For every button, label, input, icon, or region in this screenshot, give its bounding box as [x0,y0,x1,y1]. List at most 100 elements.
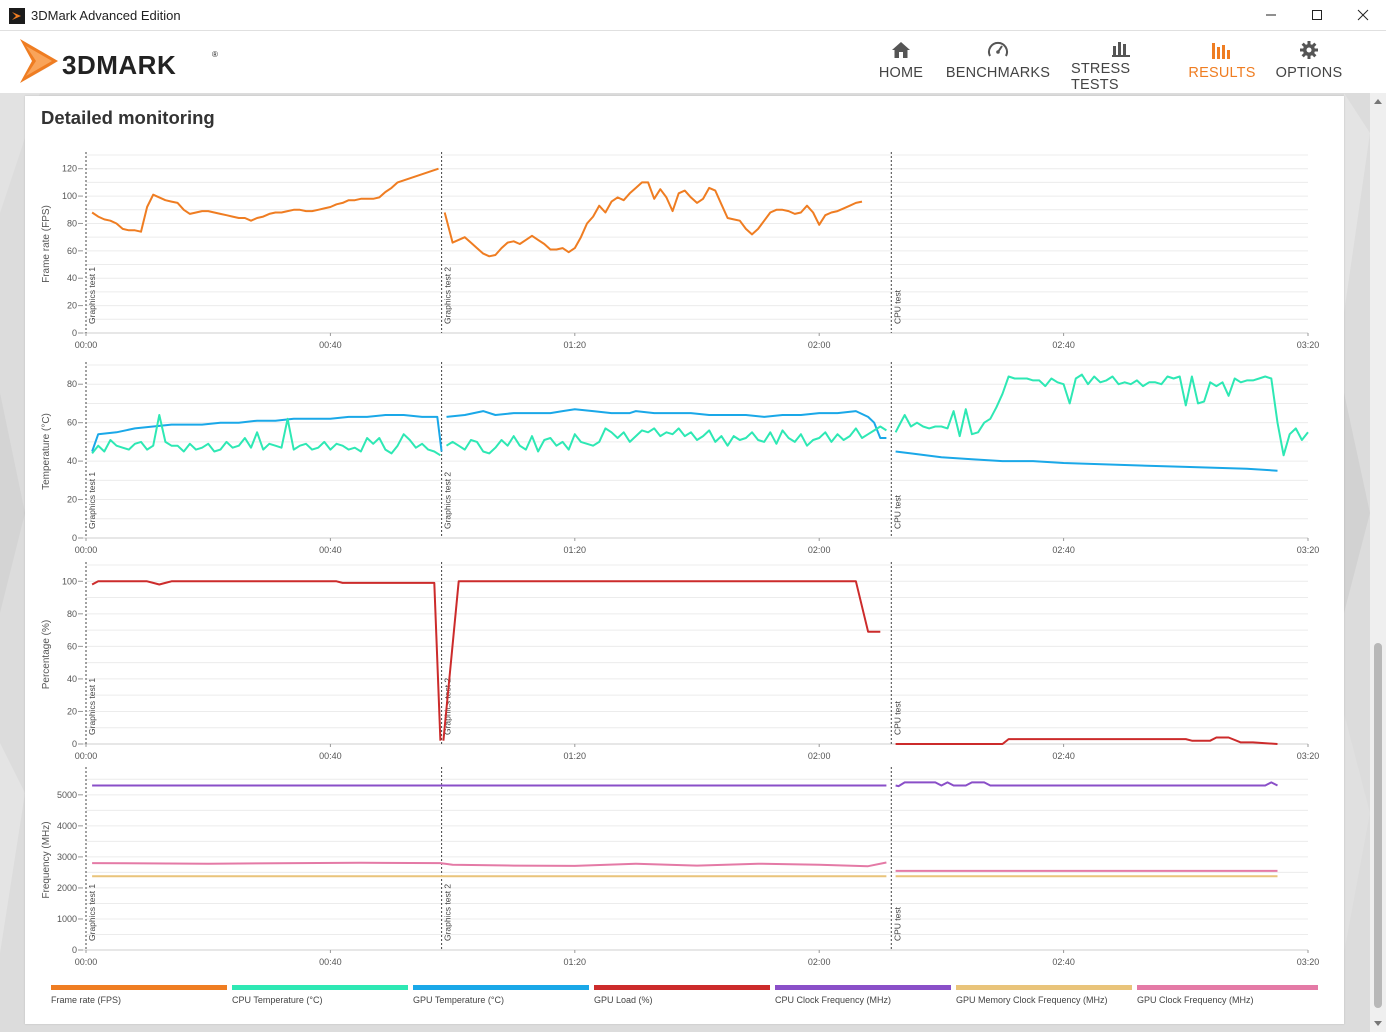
y-tick-label: 100 [62,191,77,201]
legend-item-cpu-temp[interactable]: CPU Temperature (°C) [232,985,408,1005]
y-axis-label: Frequency (MHz) [41,821,52,898]
logo-mark-icon [20,39,58,83]
test-marker-label: Graphics test 1 [87,884,97,941]
x-tick-label: 00:40 [319,751,342,761]
legend-label: Frame rate (FPS) [51,995,122,1005]
y-tick-label: 0 [72,945,77,955]
gauge-icon [987,39,1009,61]
x-tick-label: 02:40 [1052,957,1075,967]
close-icon [1357,9,1369,21]
scroll-up-button[interactable] [1370,93,1386,109]
nav-benchmarks[interactable]: BENCHMARKS [945,31,1051,93]
nav-benchmarks-label: BENCHMARKS [945,65,1051,81]
scrollbar-thumb[interactable] [1374,643,1382,1008]
maximize-button[interactable] [1294,0,1340,30]
series-line [91,414,441,457]
legend-swatch [1137,985,1318,990]
series-line [91,167,439,233]
x-tick-label: 00:40 [319,957,342,967]
nav-results[interactable]: RESULTS [1188,31,1256,93]
chart-panel-2: 0 20 40 60 80 00:00 00:40 01:20 02:00 02:40 03:20 T… [41,362,1319,555]
chart-panel-1: 0 20 40 60 80 100 120 00:00 00:40 01:20 02:00 02:40… [41,152,1319,350]
x-tick-label: 01:20 [564,545,587,555]
y-axis-label: Percentage (%) [41,620,52,689]
x-tick-label: 03:20 [1297,545,1320,555]
legend-swatch [232,985,408,990]
x-tick-label: 02:00 [808,751,831,761]
series-line [895,450,1278,472]
test-marker-label: CPU test [892,906,902,941]
x-tick-label: 02:00 [808,545,831,555]
nav-home[interactable]: HOME [875,31,927,93]
legend-label: CPU Clock Frequency (MHz) [775,995,892,1005]
maximize-icon [1312,10,1322,20]
series-line [445,425,887,455]
x-tick-label: 03:20 [1297,751,1320,761]
nav-home-label: HOME [878,65,924,81]
legend-swatch [413,985,589,990]
legend-item-cpu-clock[interactable]: CPU Clock Frequency (MHz) [775,985,951,1005]
test-marker-label: CPU test [892,494,902,529]
y-tick-label: 3000 [57,852,77,862]
nav-results-label: RESULTS [1188,65,1256,81]
home-icon [891,39,911,61]
series-line [92,861,887,868]
series-line [443,181,863,258]
series-line [442,580,881,741]
nav-options[interactable]: OPTIONS [1275,31,1343,93]
vertical-scrollbar[interactable] [1370,93,1386,1032]
legend-item-gpu-mem-clock[interactable]: GPU Memory Clock Frequency (MHz) [956,985,1132,1005]
chevron-up-icon [1374,99,1382,104]
legend-item-gpu-clock[interactable]: GPU Clock Frequency (MHz) [1137,985,1318,1005]
series-line [895,781,1278,788]
y-tick-label: 5000 [57,790,77,800]
y-tick-label: 4000 [57,821,77,831]
scroll-down-button[interactable] [1370,1016,1386,1032]
test-marker-label: CPU test [892,700,902,735]
y-axis-label: Frame rate (FPS) [41,205,52,283]
x-tick-label: 02:40 [1052,340,1075,350]
close-button[interactable] [1340,0,1386,30]
y-tick-label: 0 [72,739,77,749]
series-line [894,373,1309,457]
app-header: 3DMARK ® HOME BENCHMARKS STRESS TESTS RE… [0,31,1386,93]
y-tick-label: 120 [62,164,77,174]
series-line [91,580,442,741]
test-marker-label: CPU test [892,289,902,324]
y-tick-label: 60 [67,418,77,428]
window-title: 3DMark Advanced Edition [31,8,181,23]
test-marker-label: Graphics test 1 [87,472,97,529]
x-tick-label: 00:00 [75,751,98,761]
nav-stress-tests[interactable]: STRESS TESTS [1071,31,1171,93]
legend-label: GPU Memory Clock Frequency (MHz) [956,995,1108,1005]
brand-logo[interactable]: 3DMARK ® [18,36,228,86]
x-tick-label: 01:20 [564,957,587,967]
y-tick-label: 60 [67,246,77,256]
legend-item-gpu-load[interactable]: GPU Load (%) [594,985,770,1005]
test-marker-label: Graphics test 1 [87,267,97,324]
y-tick-label: 1000 [57,914,77,924]
x-tick-label: 00:40 [319,545,342,555]
y-tick-label: 40 [67,456,77,466]
legend-swatch [956,985,1132,990]
minimize-icon [1266,14,1276,16]
y-tick-label: 20 [67,706,77,716]
gear-icon [1299,39,1319,61]
x-tick-label: 03:20 [1297,957,1320,967]
minimize-button[interactable] [1248,0,1294,30]
legend-label: GPU Load (%) [594,995,653,1005]
y-tick-label: 100 [62,576,77,586]
y-tick-label: 40 [67,674,77,684]
legend-item-gpu-temp[interactable]: GPU Temperature (°C) [413,985,589,1005]
y-tick-label: 80 [67,218,77,228]
y-tick-label: 80 [67,379,77,389]
legend-item-fps[interactable]: Frame rate (FPS) [51,985,227,1005]
chart-panel-3: 0 20 40 60 80 100 00:00 00:40 01:20 02:00 02:40 03:… [41,562,1319,761]
nav-options-label: OPTIONS [1275,65,1343,81]
x-tick-label: 00:00 [75,340,98,350]
y-tick-label: 0 [72,328,77,338]
x-tick-label: 00:00 [75,957,98,967]
test-marker-label: Graphics test 1 [87,678,97,735]
brand-name: 3DMARK [62,50,177,80]
